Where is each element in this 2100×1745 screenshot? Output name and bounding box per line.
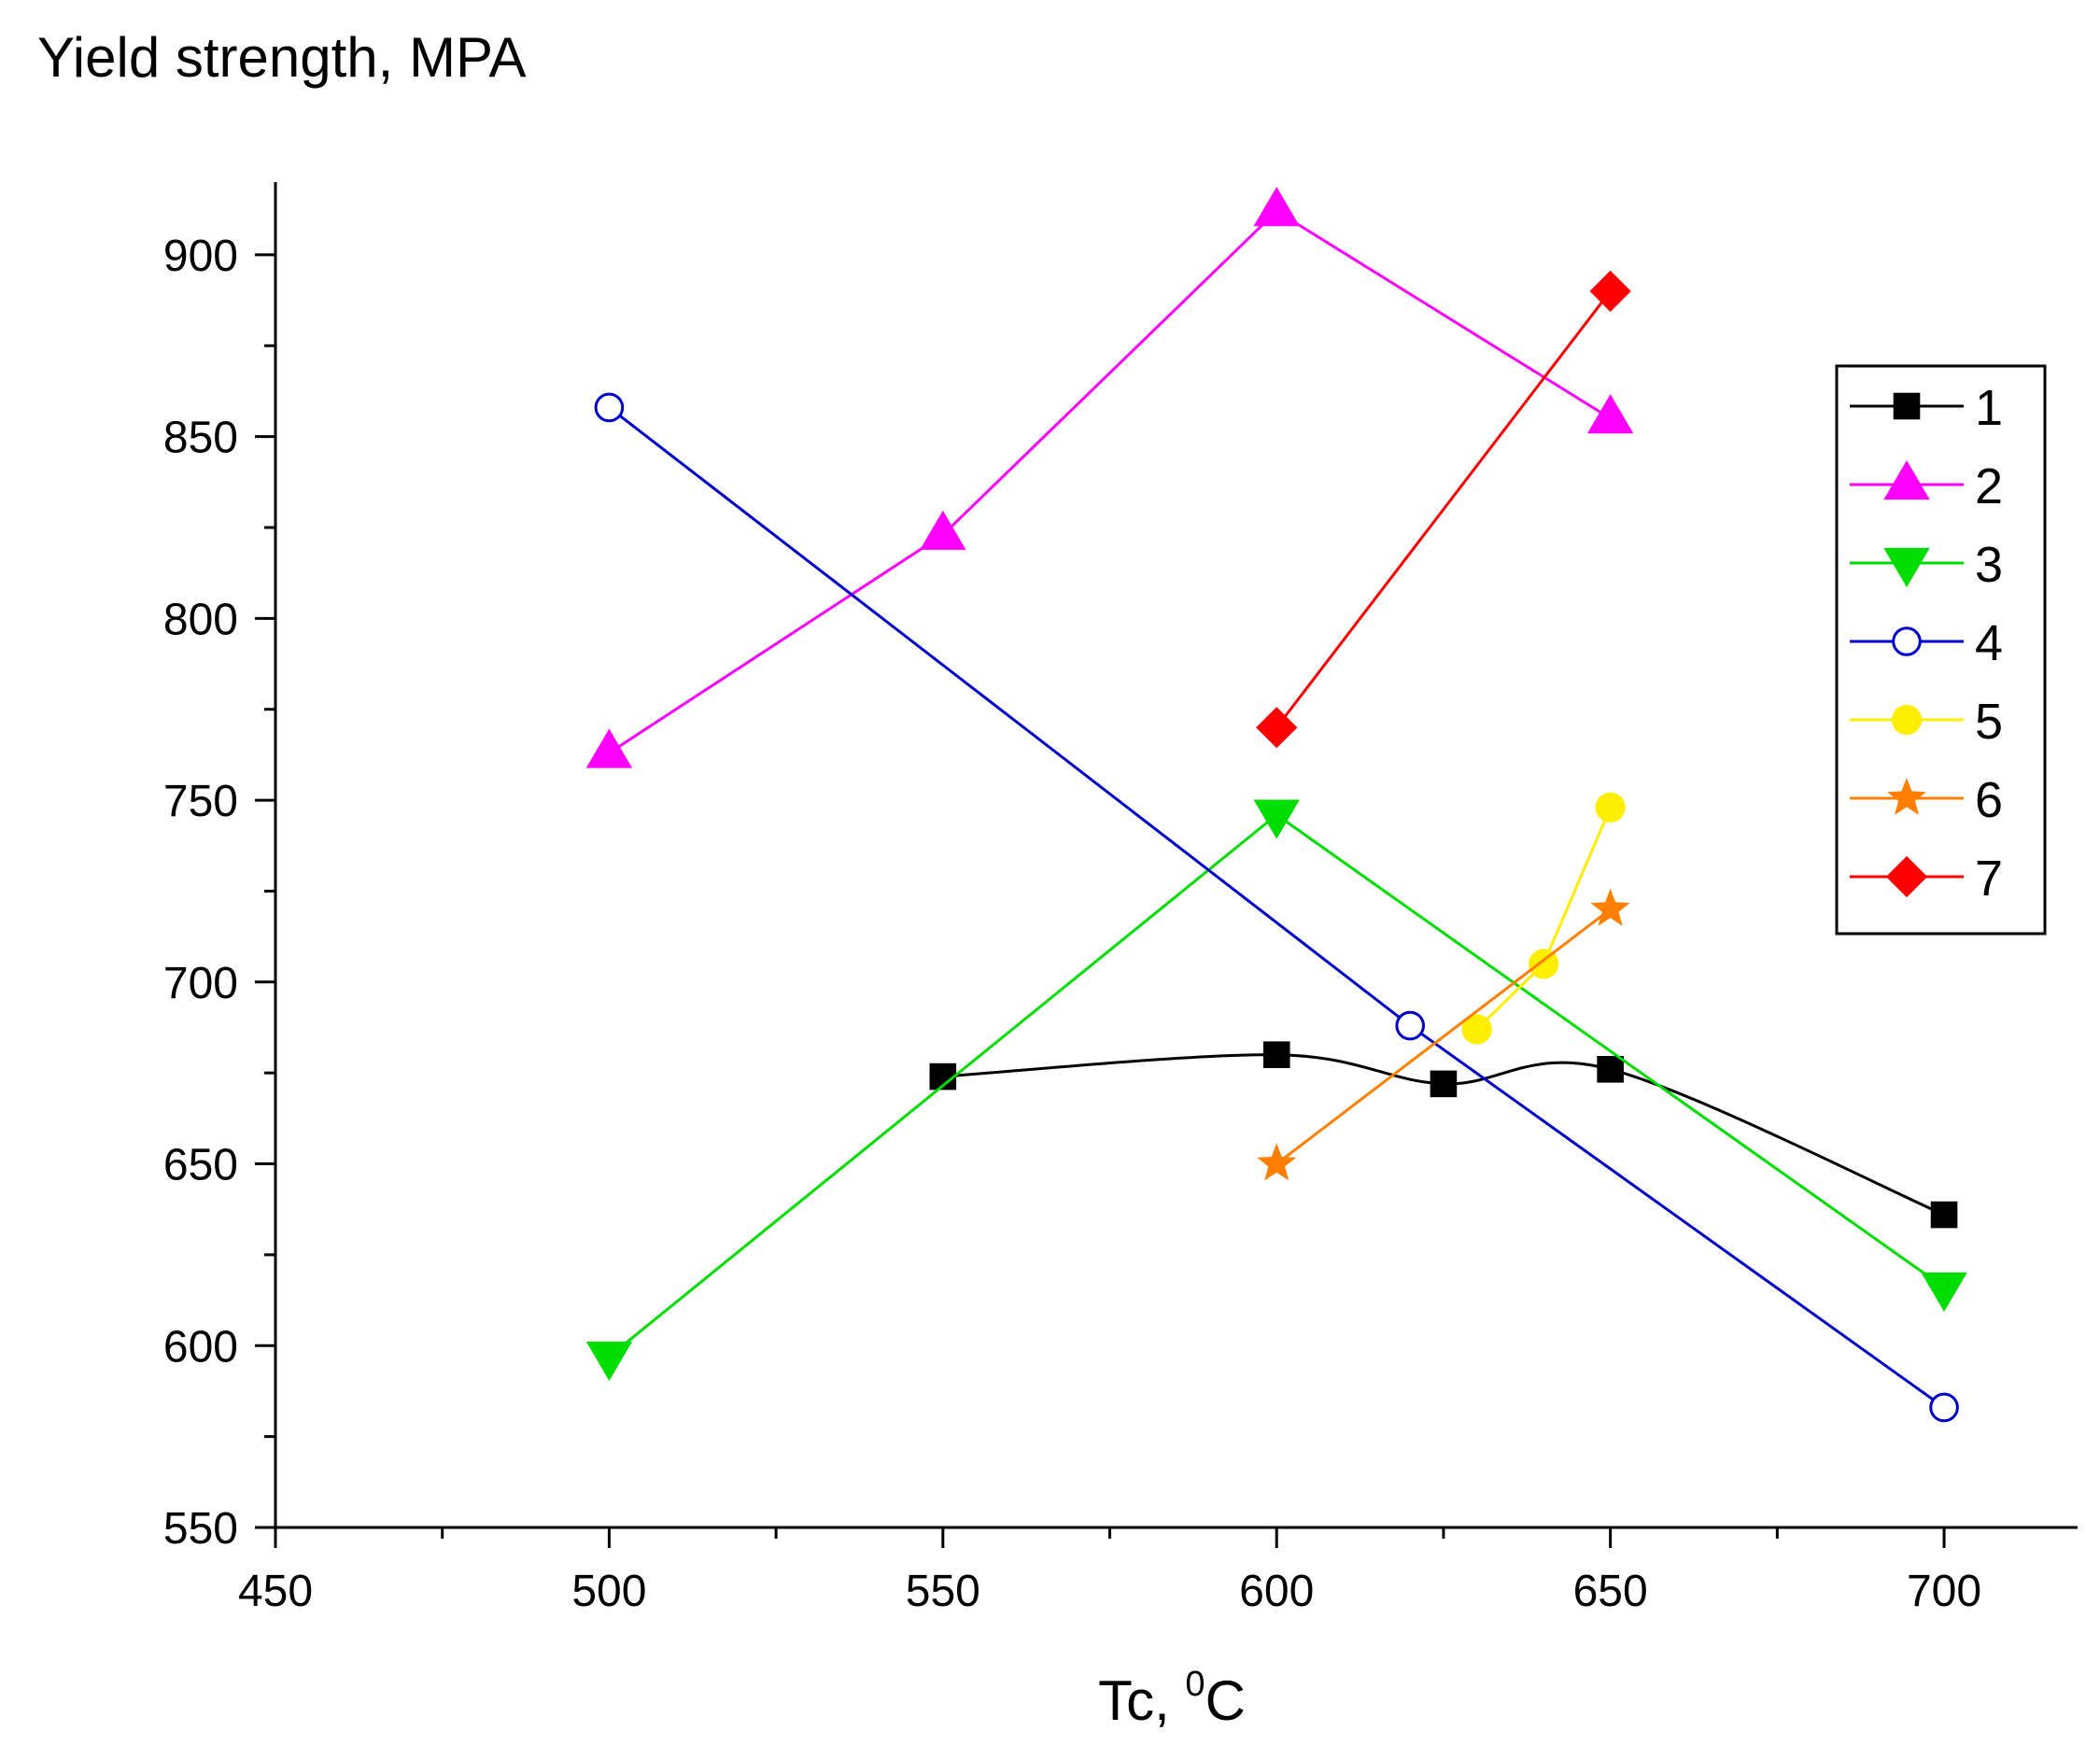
x-tick-label: 550 [906,1567,980,1616]
series-3-point [1921,1272,1967,1312]
series-5-point [1595,792,1626,823]
series-1-point [1262,1041,1290,1069]
series-2-point [1586,394,1634,434]
legend-item-6: 6 [1850,772,2003,828]
legend-marker [1893,392,1921,420]
legend-item-5: 5 [1850,694,2003,750]
series-3-point [585,1341,633,1381]
series-5 [1461,792,1626,1045]
legend-label: 5 [1975,694,2003,750]
series-4 [594,392,1959,1423]
legend-label: 7 [1975,851,2003,907]
legend-item-2: 2 [1850,458,2003,514]
series-1-point [1930,1201,1958,1229]
series-4-line [608,406,1945,1409]
y-tick-label: 650 [163,1141,238,1190]
y-axis-title: Yield strength, MPA [37,26,527,89]
series-6 [1257,888,1630,1181]
legend-marker [1892,626,1922,656]
legend-label: 2 [1975,458,2003,514]
legend-item-3: 3 [1850,537,2003,593]
x-axis-title-main: Tc, [1098,1669,1185,1732]
legend-marker [1885,855,1928,898]
series-1 [929,1041,1958,1229]
legend-marker [1883,460,1930,500]
legend-label: 1 [1975,380,2003,436]
series-2 [585,187,1634,768]
x-axis-title: Tc, 0C [1098,1665,1246,1732]
series-6-point [1257,1143,1297,1181]
legend-item-7: 7 [1850,851,2003,907]
series-2-point [920,510,966,550]
legend-label: 4 [1975,615,2003,671]
legend-label: 3 [1975,537,2003,593]
x-tick-label: 700 [1907,1567,1981,1616]
legend-label: 6 [1975,772,2003,828]
series-4-point [594,392,625,423]
y-tick-label: 850 [163,414,238,463]
series-5-point [1461,1014,1492,1045]
series-7-line [1276,289,1612,729]
x-tick-label: 650 [1573,1567,1648,1616]
series-1-point [1430,1070,1458,1098]
y-tick-label: 700 [163,959,238,1008]
legend-item-1: 1 [1850,380,2003,436]
x-tick-label: 450 [238,1567,313,1616]
y-tick-label: 600 [163,1322,238,1372]
series-5-point [1529,949,1559,979]
legend-item-4: 4 [1850,615,2003,671]
y-tick-label: 900 [163,232,238,281]
series-4-point [1395,1010,1425,1041]
series-3-point [1253,799,1300,839]
series-3 [585,799,1967,1381]
series-6-line [1276,908,1612,1165]
series-4-point [1929,1392,1959,1423]
axes: 450 500 550 600 650 700 550 600 650 700 750 800 850 9… [163,182,2078,1616]
legend-marker [1891,704,1923,736]
x-axis-title-superscript: 0 [1185,1665,1205,1704]
series-2-point [585,728,633,768]
series-3-line [608,812,1945,1358]
y-tick-label: 750 [163,777,238,826]
legend-marker [1887,777,1926,815]
series-1-point [1597,1055,1624,1083]
x-tick-label: 600 [1239,1567,1314,1616]
legend-marker [1883,547,1930,587]
legend-box [1835,364,2047,936]
series-2-line [608,209,1612,754]
x-tick-label: 500 [571,1567,646,1616]
x-axis-title-unit: C [1205,1669,1246,1732]
series-7-point [1256,707,1298,749]
y-tick-label: 550 [163,1504,238,1554]
series-6-point [1590,888,1630,926]
series-7 [1256,270,1631,749]
y-tick-label: 800 [163,595,238,644]
legend: 1 2 3 4 5 6 7 [1835,364,2047,936]
series-2-point [1253,187,1300,227]
series-7-point [1589,270,1631,312]
series-layer [585,187,1967,1423]
